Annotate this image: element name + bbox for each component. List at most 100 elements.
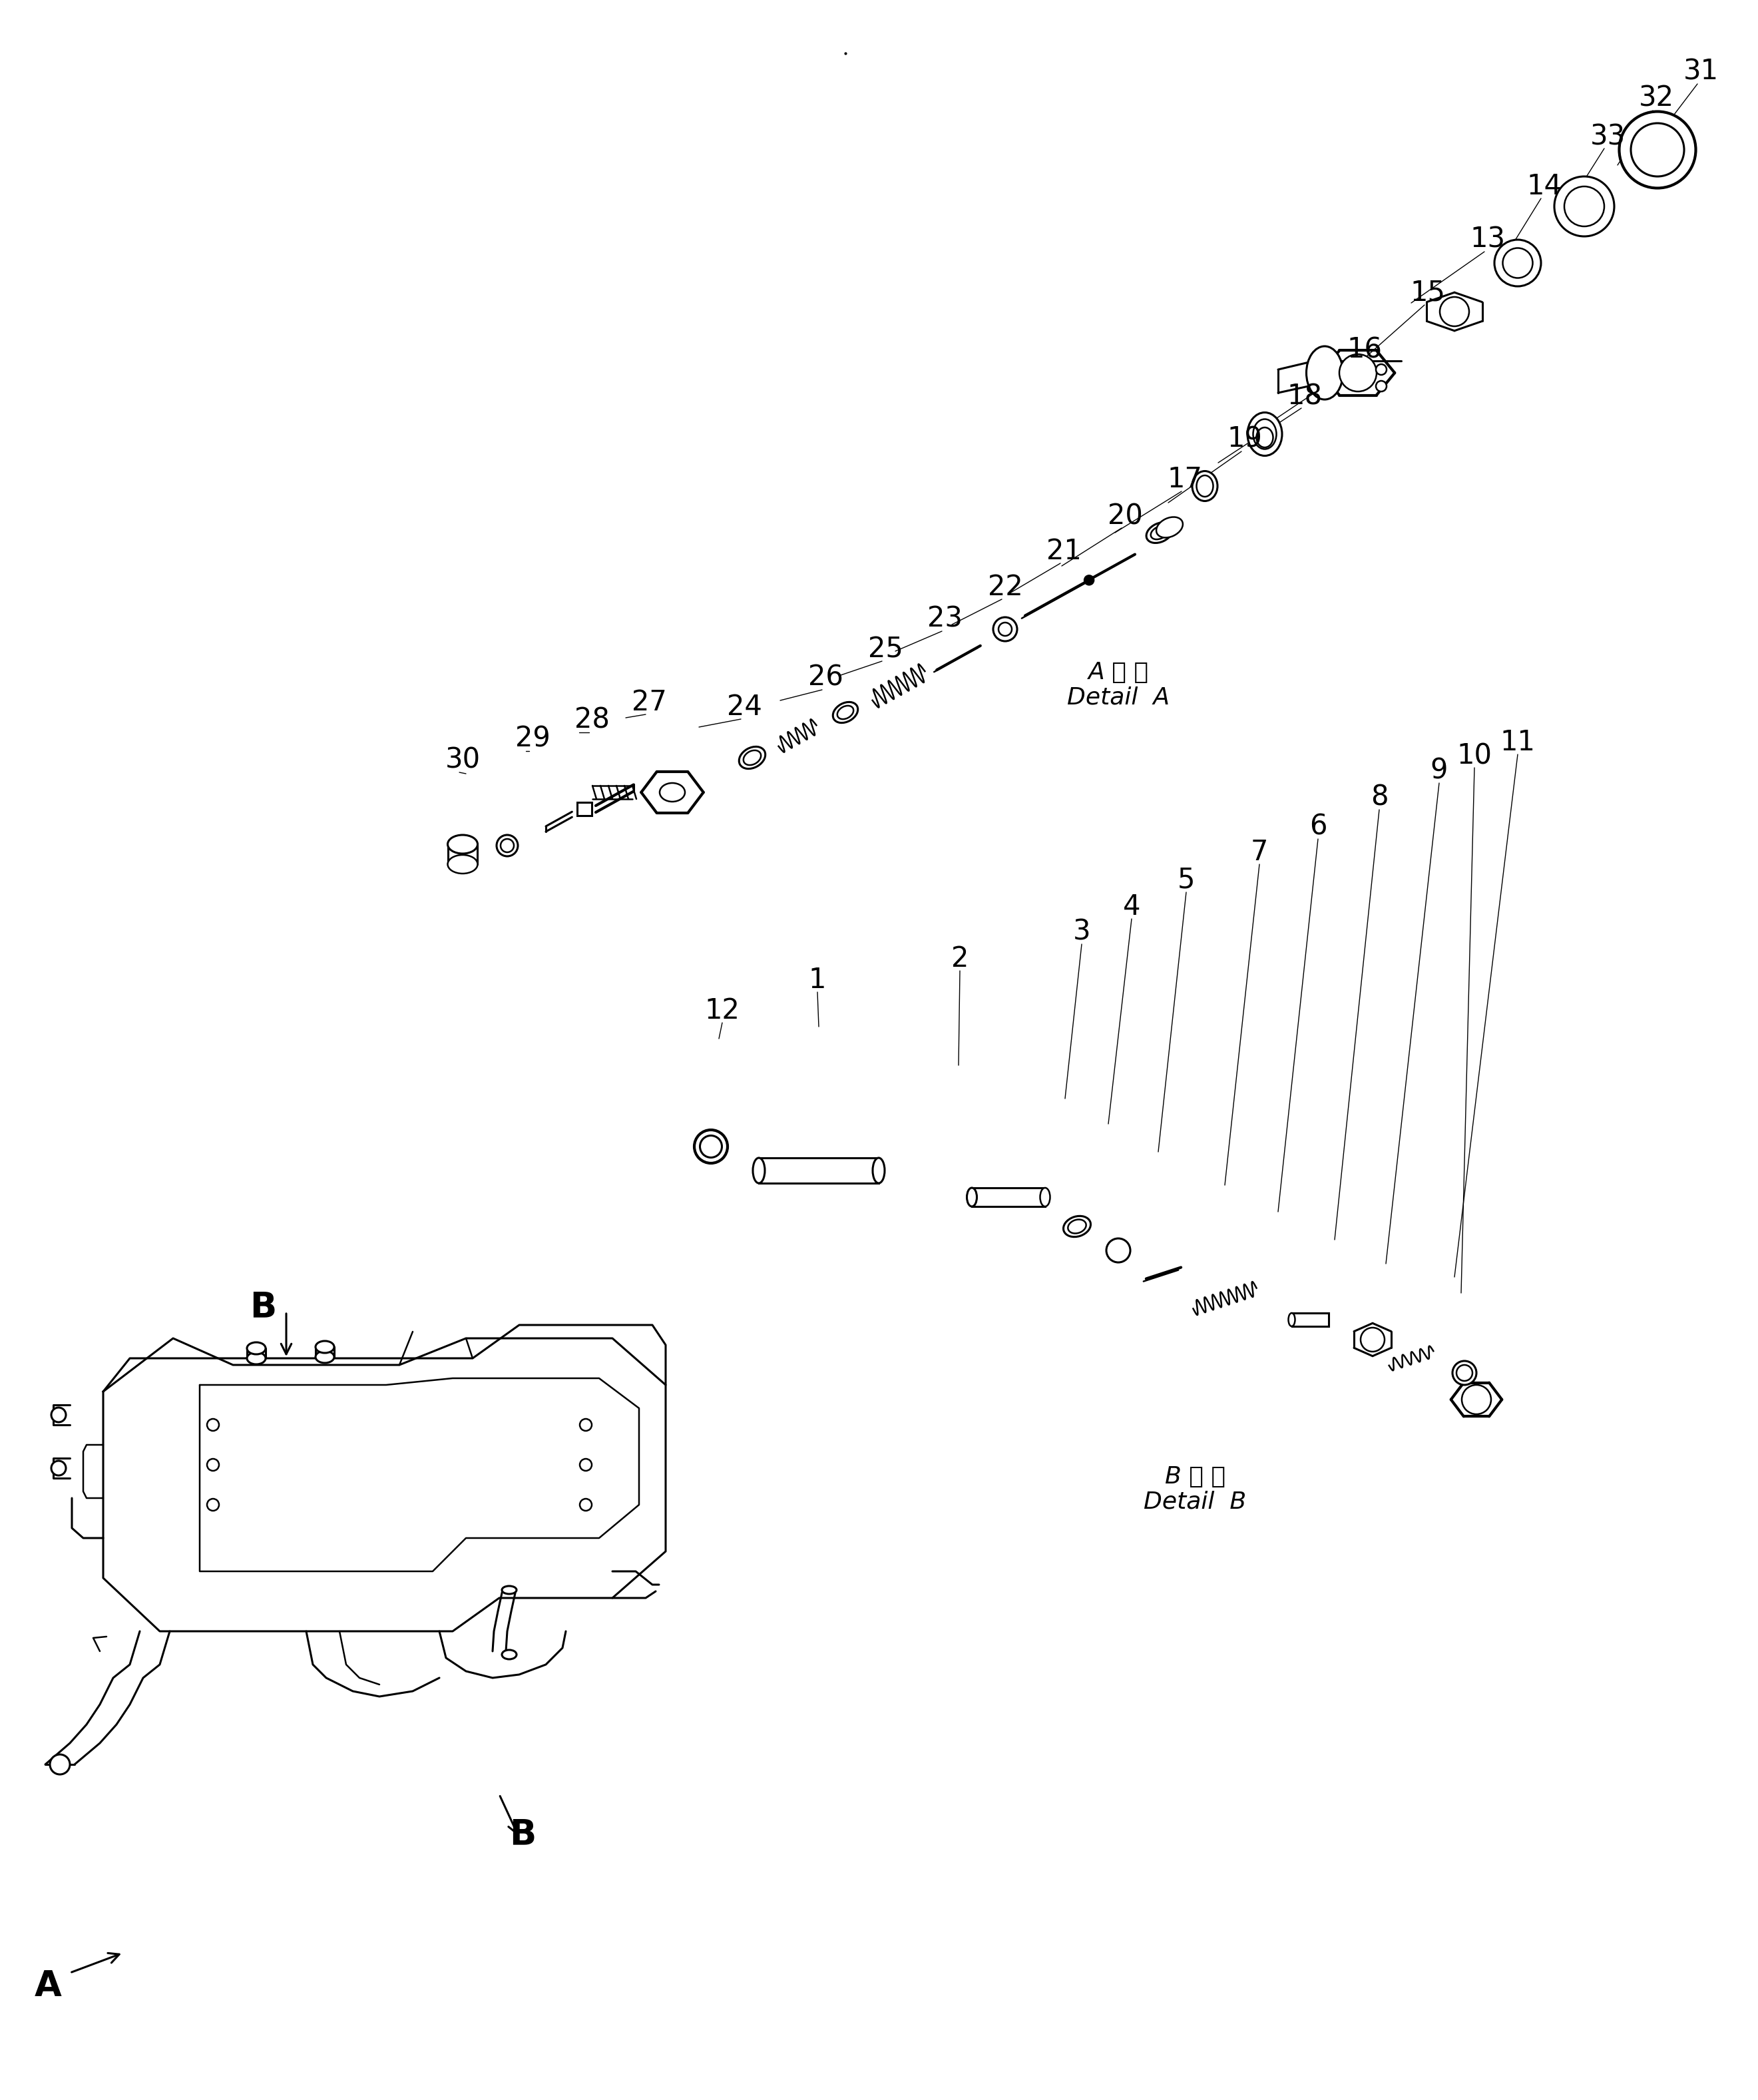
Ellipse shape — [694, 1130, 728, 1163]
Ellipse shape — [1064, 1216, 1090, 1237]
Ellipse shape — [1306, 346, 1343, 399]
Text: 11: 11 — [1500, 729, 1535, 756]
Ellipse shape — [501, 1586, 517, 1594]
Circle shape — [993, 617, 1018, 641]
Ellipse shape — [1619, 111, 1696, 189]
Ellipse shape — [51, 1462, 65, 1476]
Bar — [1292, 1312, 1329, 1327]
Text: 13: 13 — [1470, 225, 1505, 254]
Ellipse shape — [448, 836, 478, 853]
Text: 17: 17 — [1167, 466, 1202, 494]
Circle shape — [1106, 1239, 1130, 1262]
Ellipse shape — [1554, 176, 1614, 237]
Circle shape — [1440, 296, 1470, 326]
Text: 32: 32 — [1638, 84, 1674, 113]
Ellipse shape — [448, 855, 478, 874]
Ellipse shape — [738, 748, 765, 769]
Text: 19: 19 — [1227, 426, 1262, 454]
Ellipse shape — [1565, 187, 1605, 227]
Ellipse shape — [1452, 1361, 1477, 1384]
Ellipse shape — [837, 706, 853, 718]
Circle shape — [999, 622, 1013, 636]
Ellipse shape — [833, 701, 858, 722]
Ellipse shape — [1157, 517, 1183, 538]
Text: 6: 6 — [1310, 813, 1327, 840]
Ellipse shape — [1494, 239, 1542, 286]
Ellipse shape — [1151, 525, 1169, 540]
Ellipse shape — [659, 783, 686, 802]
Ellipse shape — [580, 1499, 592, 1510]
Ellipse shape — [1041, 1189, 1050, 1208]
Circle shape — [1361, 1327, 1385, 1352]
Text: 26: 26 — [809, 664, 844, 691]
Text: 1: 1 — [809, 966, 826, 993]
Ellipse shape — [872, 1157, 884, 1182]
Text: 14: 14 — [1526, 172, 1561, 200]
Text: 22: 22 — [988, 573, 1023, 601]
Text: 33: 33 — [1589, 122, 1626, 151]
Text: 30: 30 — [445, 746, 480, 775]
Text: A 詳 細: A 詳 細 — [1088, 662, 1148, 685]
Text: 15: 15 — [1410, 279, 1445, 307]
Ellipse shape — [967, 1189, 977, 1208]
Text: B: B — [510, 1817, 536, 1852]
Circle shape — [1340, 355, 1377, 391]
Ellipse shape — [1503, 248, 1533, 277]
Ellipse shape — [51, 1407, 65, 1422]
Text: 16: 16 — [1347, 336, 1382, 363]
Text: 24: 24 — [726, 693, 761, 720]
Ellipse shape — [49, 1754, 70, 1774]
Ellipse shape — [1456, 1365, 1473, 1382]
Text: 2: 2 — [951, 945, 969, 972]
Bar — [577, 802, 592, 815]
Ellipse shape — [580, 1460, 592, 1470]
Text: 7: 7 — [1250, 838, 1268, 865]
Text: B 詳 細: B 詳 細 — [1164, 1466, 1225, 1489]
Text: 5: 5 — [1178, 865, 1195, 895]
Ellipse shape — [315, 1350, 334, 1363]
Ellipse shape — [1257, 428, 1273, 447]
Ellipse shape — [700, 1136, 723, 1157]
Text: 12: 12 — [705, 998, 740, 1025]
Ellipse shape — [1067, 1220, 1086, 1233]
Text: A: A — [35, 1970, 62, 2003]
Ellipse shape — [1631, 124, 1684, 176]
Ellipse shape — [207, 1460, 220, 1470]
Text: 3: 3 — [1072, 918, 1090, 947]
Circle shape — [1463, 1384, 1491, 1413]
Text: 20: 20 — [1108, 502, 1143, 529]
Text: Detail  A: Detail A — [1067, 687, 1169, 710]
Text: 29: 29 — [515, 724, 550, 754]
Ellipse shape — [207, 1499, 220, 1510]
Ellipse shape — [246, 1342, 265, 1354]
Text: 25: 25 — [868, 634, 904, 664]
Ellipse shape — [1192, 470, 1218, 502]
Ellipse shape — [501, 1651, 517, 1659]
Ellipse shape — [1289, 1312, 1296, 1327]
Text: 31: 31 — [1682, 59, 1718, 86]
Ellipse shape — [1146, 523, 1173, 544]
Text: 8: 8 — [1371, 783, 1389, 811]
Text: 10: 10 — [1457, 741, 1493, 771]
Ellipse shape — [207, 1420, 220, 1430]
Ellipse shape — [315, 1342, 334, 1352]
Text: 4: 4 — [1123, 893, 1141, 920]
Text: 28: 28 — [575, 706, 610, 735]
Ellipse shape — [744, 750, 761, 764]
Text: 9: 9 — [1431, 756, 1449, 785]
Ellipse shape — [1253, 420, 1276, 449]
Text: 21: 21 — [1046, 538, 1081, 565]
Text: 23: 23 — [928, 605, 963, 634]
Circle shape — [1377, 363, 1387, 376]
Ellipse shape — [580, 1420, 592, 1430]
Circle shape — [1085, 575, 1093, 584]
Ellipse shape — [752, 1157, 765, 1182]
Ellipse shape — [1248, 412, 1282, 456]
Bar — [972, 1189, 1044, 1208]
Bar — [759, 1157, 879, 1182]
Ellipse shape — [501, 838, 513, 853]
Text: Detail  B: Detail B — [1143, 1491, 1246, 1514]
Text: B: B — [250, 1289, 276, 1325]
Circle shape — [1377, 380, 1387, 391]
Ellipse shape — [246, 1352, 265, 1365]
